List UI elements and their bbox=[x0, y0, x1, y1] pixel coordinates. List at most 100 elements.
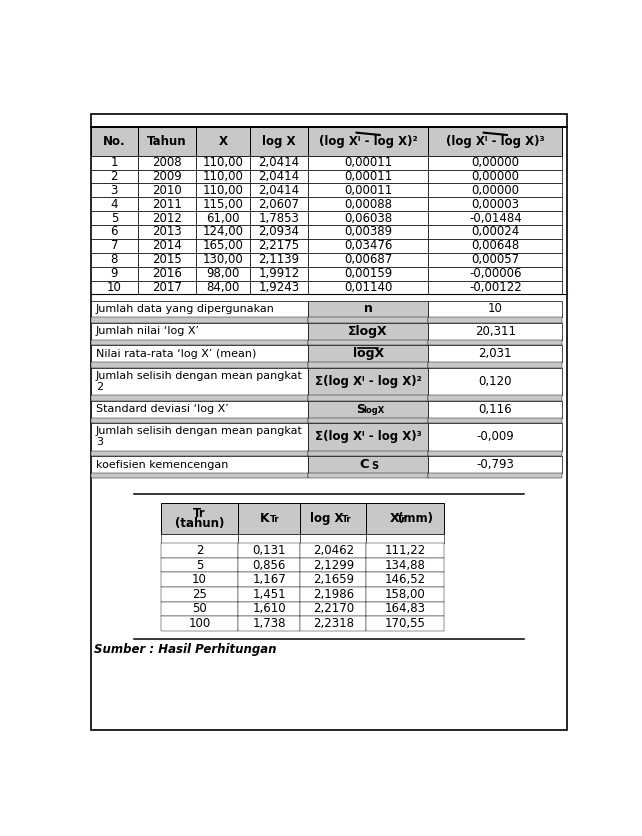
Bar bbox=[91, 183, 137, 197]
Text: 1,9243: 1,9243 bbox=[259, 281, 300, 294]
Bar bbox=[196, 281, 250, 294]
Text: 2,0414: 2,0414 bbox=[259, 170, 300, 183]
Bar bbox=[308, 368, 428, 395]
Bar bbox=[428, 423, 562, 451]
Bar bbox=[137, 225, 196, 239]
Text: -0,793: -0,793 bbox=[476, 458, 514, 471]
Bar bbox=[137, 239, 196, 252]
Bar bbox=[196, 197, 250, 212]
Text: 50: 50 bbox=[192, 603, 207, 615]
Text: 100: 100 bbox=[189, 617, 211, 630]
Bar bbox=[137, 281, 196, 294]
Bar bbox=[137, 170, 196, 183]
Text: -0,00006: -0,00006 bbox=[469, 267, 521, 280]
Bar bbox=[137, 197, 196, 212]
Text: 7: 7 bbox=[110, 239, 118, 252]
Text: 0,00088: 0,00088 bbox=[344, 198, 392, 211]
Text: 2,0414: 2,0414 bbox=[259, 156, 300, 169]
Text: 146,52: 146,52 bbox=[385, 573, 426, 586]
Bar bbox=[196, 225, 250, 239]
Bar bbox=[428, 300, 562, 318]
Bar bbox=[196, 170, 250, 183]
Bar bbox=[308, 400, 428, 417]
Bar bbox=[300, 602, 366, 616]
Bar bbox=[196, 267, 250, 281]
Bar bbox=[91, 300, 308, 318]
Text: 134,88: 134,88 bbox=[385, 558, 426, 572]
Text: Σ(log Xᴵ - log X)³: Σ(log Xᴵ - log X)³ bbox=[315, 431, 422, 443]
Bar bbox=[308, 267, 428, 281]
Text: 124,00: 124,00 bbox=[202, 226, 243, 238]
Bar bbox=[137, 252, 196, 267]
Bar bbox=[428, 267, 562, 281]
Bar bbox=[300, 616, 366, 631]
Text: 0,00011: 0,00011 bbox=[344, 184, 392, 197]
Text: 0,00011: 0,00011 bbox=[344, 156, 392, 169]
Bar bbox=[428, 126, 562, 155]
Text: Jumlah selisih dengan mean pangkat: Jumlah selisih dengan mean pangkat bbox=[96, 426, 302, 436]
Text: 2011: 2011 bbox=[152, 198, 182, 211]
Bar bbox=[428, 239, 562, 252]
Bar bbox=[366, 573, 444, 587]
Bar bbox=[308, 323, 428, 339]
Bar bbox=[428, 252, 562, 267]
Text: 2012: 2012 bbox=[152, 212, 182, 225]
Text: Σ(log Xᴵ - log X)²: Σ(log Xᴵ - log X)² bbox=[315, 375, 422, 388]
Bar bbox=[91, 126, 137, 155]
Text: Tr: Tr bbox=[342, 516, 352, 524]
Bar bbox=[137, 126, 196, 155]
Text: log X: log X bbox=[263, 135, 296, 148]
Text: 10: 10 bbox=[192, 573, 207, 586]
Bar bbox=[308, 126, 428, 155]
Text: 2,031: 2,031 bbox=[478, 347, 512, 360]
Bar bbox=[250, 281, 308, 294]
Text: X: X bbox=[218, 135, 227, 148]
Text: 2: 2 bbox=[110, 170, 118, 183]
Bar bbox=[308, 225, 428, 239]
Bar bbox=[366, 616, 444, 631]
Text: 1,610: 1,610 bbox=[252, 603, 286, 615]
Text: (log Xᴵ - log X)³: (log Xᴵ - log X)³ bbox=[446, 135, 544, 148]
Bar bbox=[91, 170, 137, 183]
Bar bbox=[238, 534, 300, 543]
Bar bbox=[428, 362, 562, 368]
Bar bbox=[308, 126, 428, 155]
Bar bbox=[428, 225, 562, 239]
Bar bbox=[308, 417, 428, 423]
Bar bbox=[238, 573, 300, 587]
Bar bbox=[91, 197, 137, 212]
Bar bbox=[91, 267, 137, 281]
Text: 4: 4 bbox=[110, 198, 118, 211]
Text: 158,00: 158,00 bbox=[385, 588, 426, 601]
Bar bbox=[308, 155, 428, 170]
Bar bbox=[137, 155, 196, 170]
Bar bbox=[161, 558, 238, 573]
Text: 0,00003: 0,00003 bbox=[471, 198, 519, 211]
Text: Standard deviasi ‘log X’: Standard deviasi ‘log X’ bbox=[96, 404, 229, 414]
Text: 8: 8 bbox=[110, 253, 118, 266]
Bar bbox=[250, 155, 308, 170]
Text: koefisien kemencengan: koefisien kemencengan bbox=[96, 460, 228, 470]
Bar bbox=[308, 170, 428, 183]
Bar bbox=[428, 155, 562, 170]
Text: 5: 5 bbox=[196, 558, 204, 572]
Text: 2,2318: 2,2318 bbox=[313, 617, 354, 630]
Bar bbox=[308, 183, 428, 197]
Bar bbox=[308, 212, 428, 225]
Text: 0,00648: 0,00648 bbox=[471, 239, 519, 252]
Text: 110,00: 110,00 bbox=[202, 170, 243, 183]
Text: 98,00: 98,00 bbox=[206, 267, 239, 280]
Text: logX: logX bbox=[364, 406, 385, 415]
Bar bbox=[238, 587, 300, 602]
Text: 0,00057: 0,00057 bbox=[471, 253, 519, 266]
Text: 61,00: 61,00 bbox=[206, 212, 239, 225]
Text: 0,856: 0,856 bbox=[253, 558, 286, 572]
Bar bbox=[428, 212, 562, 225]
Bar bbox=[250, 183, 308, 197]
Text: X: X bbox=[389, 512, 399, 525]
Text: 1: 1 bbox=[110, 156, 118, 169]
Text: -0,00122: -0,00122 bbox=[469, 281, 522, 294]
Text: 3: 3 bbox=[96, 437, 103, 447]
Text: No.: No. bbox=[103, 135, 126, 148]
Text: 2,1299: 2,1299 bbox=[313, 558, 354, 572]
